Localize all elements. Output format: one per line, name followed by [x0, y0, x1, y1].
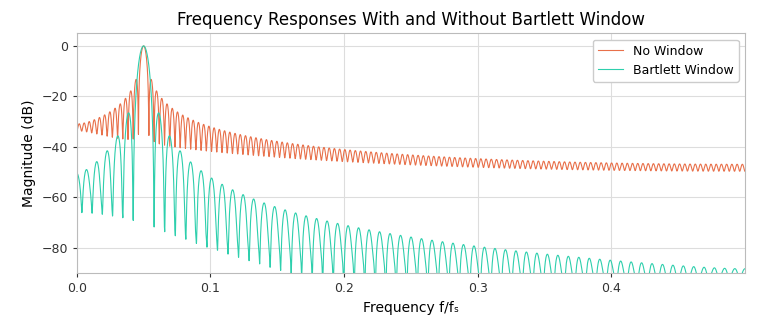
Bartlett Window	[740, 267, 750, 271]
No Window	[139, 44, 148, 48]
Line: No Window: No Window	[77, 46, 745, 171]
Bartlett Window	[372, 244, 382, 248]
Line: Bartlett Window: Bartlett Window	[77, 46, 745, 333]
Bartlett Window	[649, 263, 658, 267]
No Window	[740, 169, 750, 173]
Bartlett Window	[200, 190, 209, 194]
No Window	[431, 161, 440, 165]
X-axis label: Frequency f/fₛ: Frequency f/fₛ	[363, 301, 459, 315]
No Window	[200, 124, 209, 128]
Legend: No Window, Bartlett Window: No Window, Bartlett Window	[593, 40, 739, 82]
Bartlett Window	[370, 307, 379, 311]
Y-axis label: Magnitude (dB): Magnitude (dB)	[22, 100, 36, 207]
No Window	[210, 128, 220, 132]
Bartlett Window	[139, 44, 148, 48]
Bartlett Window	[431, 258, 440, 262]
No Window	[370, 153, 379, 157]
Title: Frequency Responses With and Without Bartlett Window: Frequency Responses With and Without Bar…	[177, 11, 645, 29]
Bartlett Window	[210, 199, 220, 203]
No Window	[372, 152, 382, 156]
No Window	[648, 162, 657, 166]
Bartlett Window	[72, 171, 81, 175]
No Window	[72, 129, 81, 133]
